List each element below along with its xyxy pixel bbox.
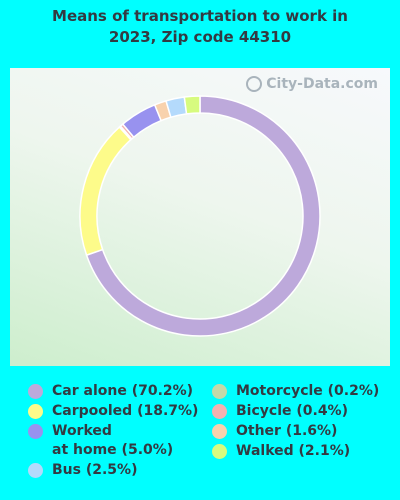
watermark: City-Data.com bbox=[246, 76, 378, 92]
legend-swatch bbox=[28, 424, 43, 439]
legend-swatch bbox=[28, 404, 43, 419]
chart-title: Means of transportation to work in 2023,… bbox=[52, 7, 348, 46]
legend-label: Car alone (70.2%) bbox=[52, 383, 194, 399]
legend-swatch bbox=[212, 444, 227, 459]
legend-label: Carpooled (18.7%) bbox=[52, 403, 199, 419]
slice-walked bbox=[183, 95, 201, 115]
legend-item-other: Other (1.6%) bbox=[212, 422, 379, 441]
legend-item-walked: Walked (2.1%) bbox=[212, 442, 379, 461]
donut-chart bbox=[79, 95, 321, 337]
watermark-text: City-Data.com bbox=[266, 76, 378, 92]
legend-label: Walked (2.1%) bbox=[236, 443, 351, 459]
legend-swatch bbox=[212, 404, 227, 419]
legend-item-car-alone: Car alone (70.2%) bbox=[28, 382, 198, 401]
legend-item-motorcycle: Motorcycle (0.2%) bbox=[212, 382, 379, 401]
legend-label: Bicycle (0.4%) bbox=[236, 403, 348, 419]
magnifier-icon bbox=[246, 76, 263, 92]
legend-swatch bbox=[28, 463, 43, 478]
legend-item-worked-at-home: Worked at home (5.0%) bbox=[28, 422, 198, 460]
legend-label: Worked at home (5.0%) bbox=[52, 423, 174, 458]
legend-item-carpooled: Carpooled (18.7%) bbox=[28, 402, 198, 421]
legend-swatch bbox=[28, 384, 43, 399]
legend-label: Bus (2.5%) bbox=[52, 462, 138, 478]
legend-item-bus: Bus (2.5%) bbox=[28, 461, 198, 480]
legend-label: Other (1.6%) bbox=[236, 423, 338, 439]
legend-swatch bbox=[212, 384, 227, 399]
legend-item-bicycle: Bicycle (0.4%) bbox=[212, 402, 379, 421]
legend: Car alone (70.2%) Carpooled (18.7%) Worked… bbox=[0, 382, 400, 492]
legend-label: Motorcycle (0.2%) bbox=[236, 383, 380, 399]
legend-column-right: Motorcycle (0.2%) Bicycle (0.4%) Other (1.… bbox=[212, 382, 379, 462]
legend-swatch bbox=[212, 424, 227, 439]
legend-column-left: Car alone (70.2%) Carpooled (18.7%) Worked… bbox=[28, 382, 198, 481]
plot-area: City-Data.com bbox=[10, 68, 390, 366]
slice-carpooled bbox=[79, 126, 132, 257]
